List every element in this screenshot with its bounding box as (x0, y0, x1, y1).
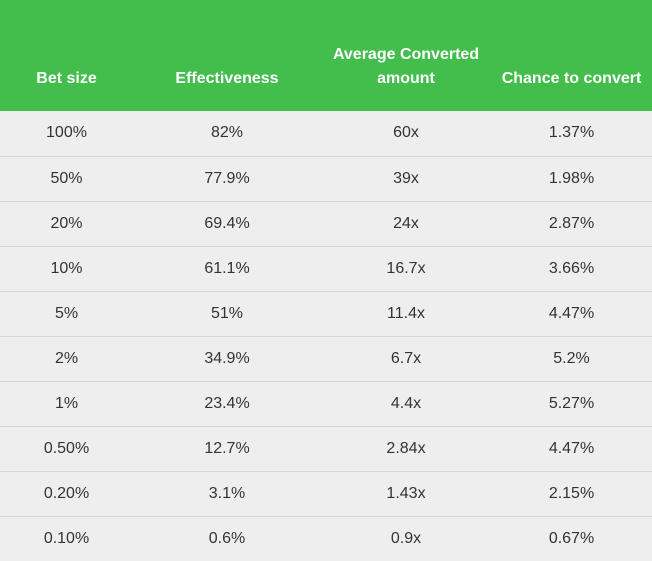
cell-chance-to-convert: 0.67% (491, 515, 652, 561)
cell-effectiveness: 23.4% (133, 380, 321, 426)
table-row: 2% 34.9% 6.7x 5.2% (0, 335, 652, 381)
cell-average-converted: 2.84x (321, 425, 491, 471)
cell-average-converted: 4.4x (321, 380, 491, 426)
header-bet-size: Bet size (0, 0, 133, 111)
header-average-converted-amount: Average Converted amount (321, 0, 491, 111)
header-row: Bet size Effectiveness Average Converted… (0, 0, 652, 111)
table-body: 100% 82% 60x 1.37% 50% 77.9% 39x 1.98% 2… (0, 111, 652, 561)
table-header: Bet size Effectiveness Average Converted… (0, 0, 652, 111)
cell-average-converted: 11.4x (321, 290, 491, 336)
cell-effectiveness: 0.6% (133, 515, 321, 561)
table-row: 1% 23.4% 4.4x 5.27% (0, 380, 652, 426)
cell-effectiveness: 82% (210, 124, 244, 142)
cell-bet-size: 0.10% (0, 515, 133, 561)
cell-average-converted: 0.9x (321, 515, 491, 561)
cell-bet-size: 10% (0, 245, 133, 291)
cell-average-converted: 1.43x (321, 470, 491, 516)
cell-chance-to-convert: 5.2% (491, 335, 652, 381)
cell-bet-size: 0.20% (0, 470, 133, 516)
cell-effectiveness: 61.1% (133, 245, 321, 291)
cell-chance-to-convert: 2.87% (491, 200, 652, 246)
cell-bet-size: 50% (0, 155, 133, 201)
table-row: 5% 51% 11.4x 4.47% (0, 290, 652, 336)
cell-average-converted: 16.7x (321, 245, 491, 291)
cell-bet-size: 20% (0, 200, 133, 246)
cell-bet-size: 0.50% (0, 425, 133, 471)
cell-bet-size: 1% (0, 380, 133, 426)
header-chance-to-convert: Chance to convert (491, 0, 652, 111)
header-effectiveness: Effectiveness (133, 0, 321, 111)
table-row: 0.10% 0.6% 0.9x 0.67% (0, 515, 652, 561)
cell-effectiveness: 3.1% (133, 470, 321, 516)
cell-average-converted: 24x (321, 200, 491, 246)
cell-average-converted: 6.7x (321, 335, 491, 381)
cell-chance-to-convert: 3.66% (491, 245, 652, 291)
cell-bet-size: 5% (0, 290, 133, 336)
cell-average-converted: 39x (321, 155, 491, 201)
cell-effectiveness: 69.4% (133, 200, 321, 246)
cell-chance-to-convert: 1.37% (548, 124, 595, 142)
cell-effectiveness: 77.9% (133, 155, 321, 201)
cell-effectiveness: 34.9% (133, 335, 321, 381)
cell-chance-to-convert: 4.47% (491, 290, 652, 336)
table-row: 20% 69.4% 24x 2.87% (0, 200, 652, 246)
table-row: 0.20% 3.1% 1.43x 2.15% (0, 470, 652, 516)
cell-chance-to-convert: 4.47% (491, 425, 652, 471)
table-row: 50% 77.9% 39x 1.98% (0, 155, 652, 201)
cell-bet-size: 100% (46, 124, 87, 142)
cell-effectiveness: 12.7% (133, 425, 321, 471)
cell-effectiveness: 51% (133, 290, 321, 336)
cell-bet-size: 2% (0, 335, 133, 381)
cell-average-converted: 60x (393, 124, 419, 142)
cell-chance-to-convert: 2.15% (491, 470, 652, 516)
cell-chance-to-convert: 5.27% (491, 380, 652, 426)
cell-chance-to-convert: 1.98% (491, 155, 652, 201)
table-row: 0.50% 12.7% 2.84x 4.47% (0, 425, 652, 471)
table-row: 10% 61.1% 16.7x 3.66% (0, 245, 652, 291)
table-row: 100% 82% 60x 1.37% (0, 111, 652, 156)
